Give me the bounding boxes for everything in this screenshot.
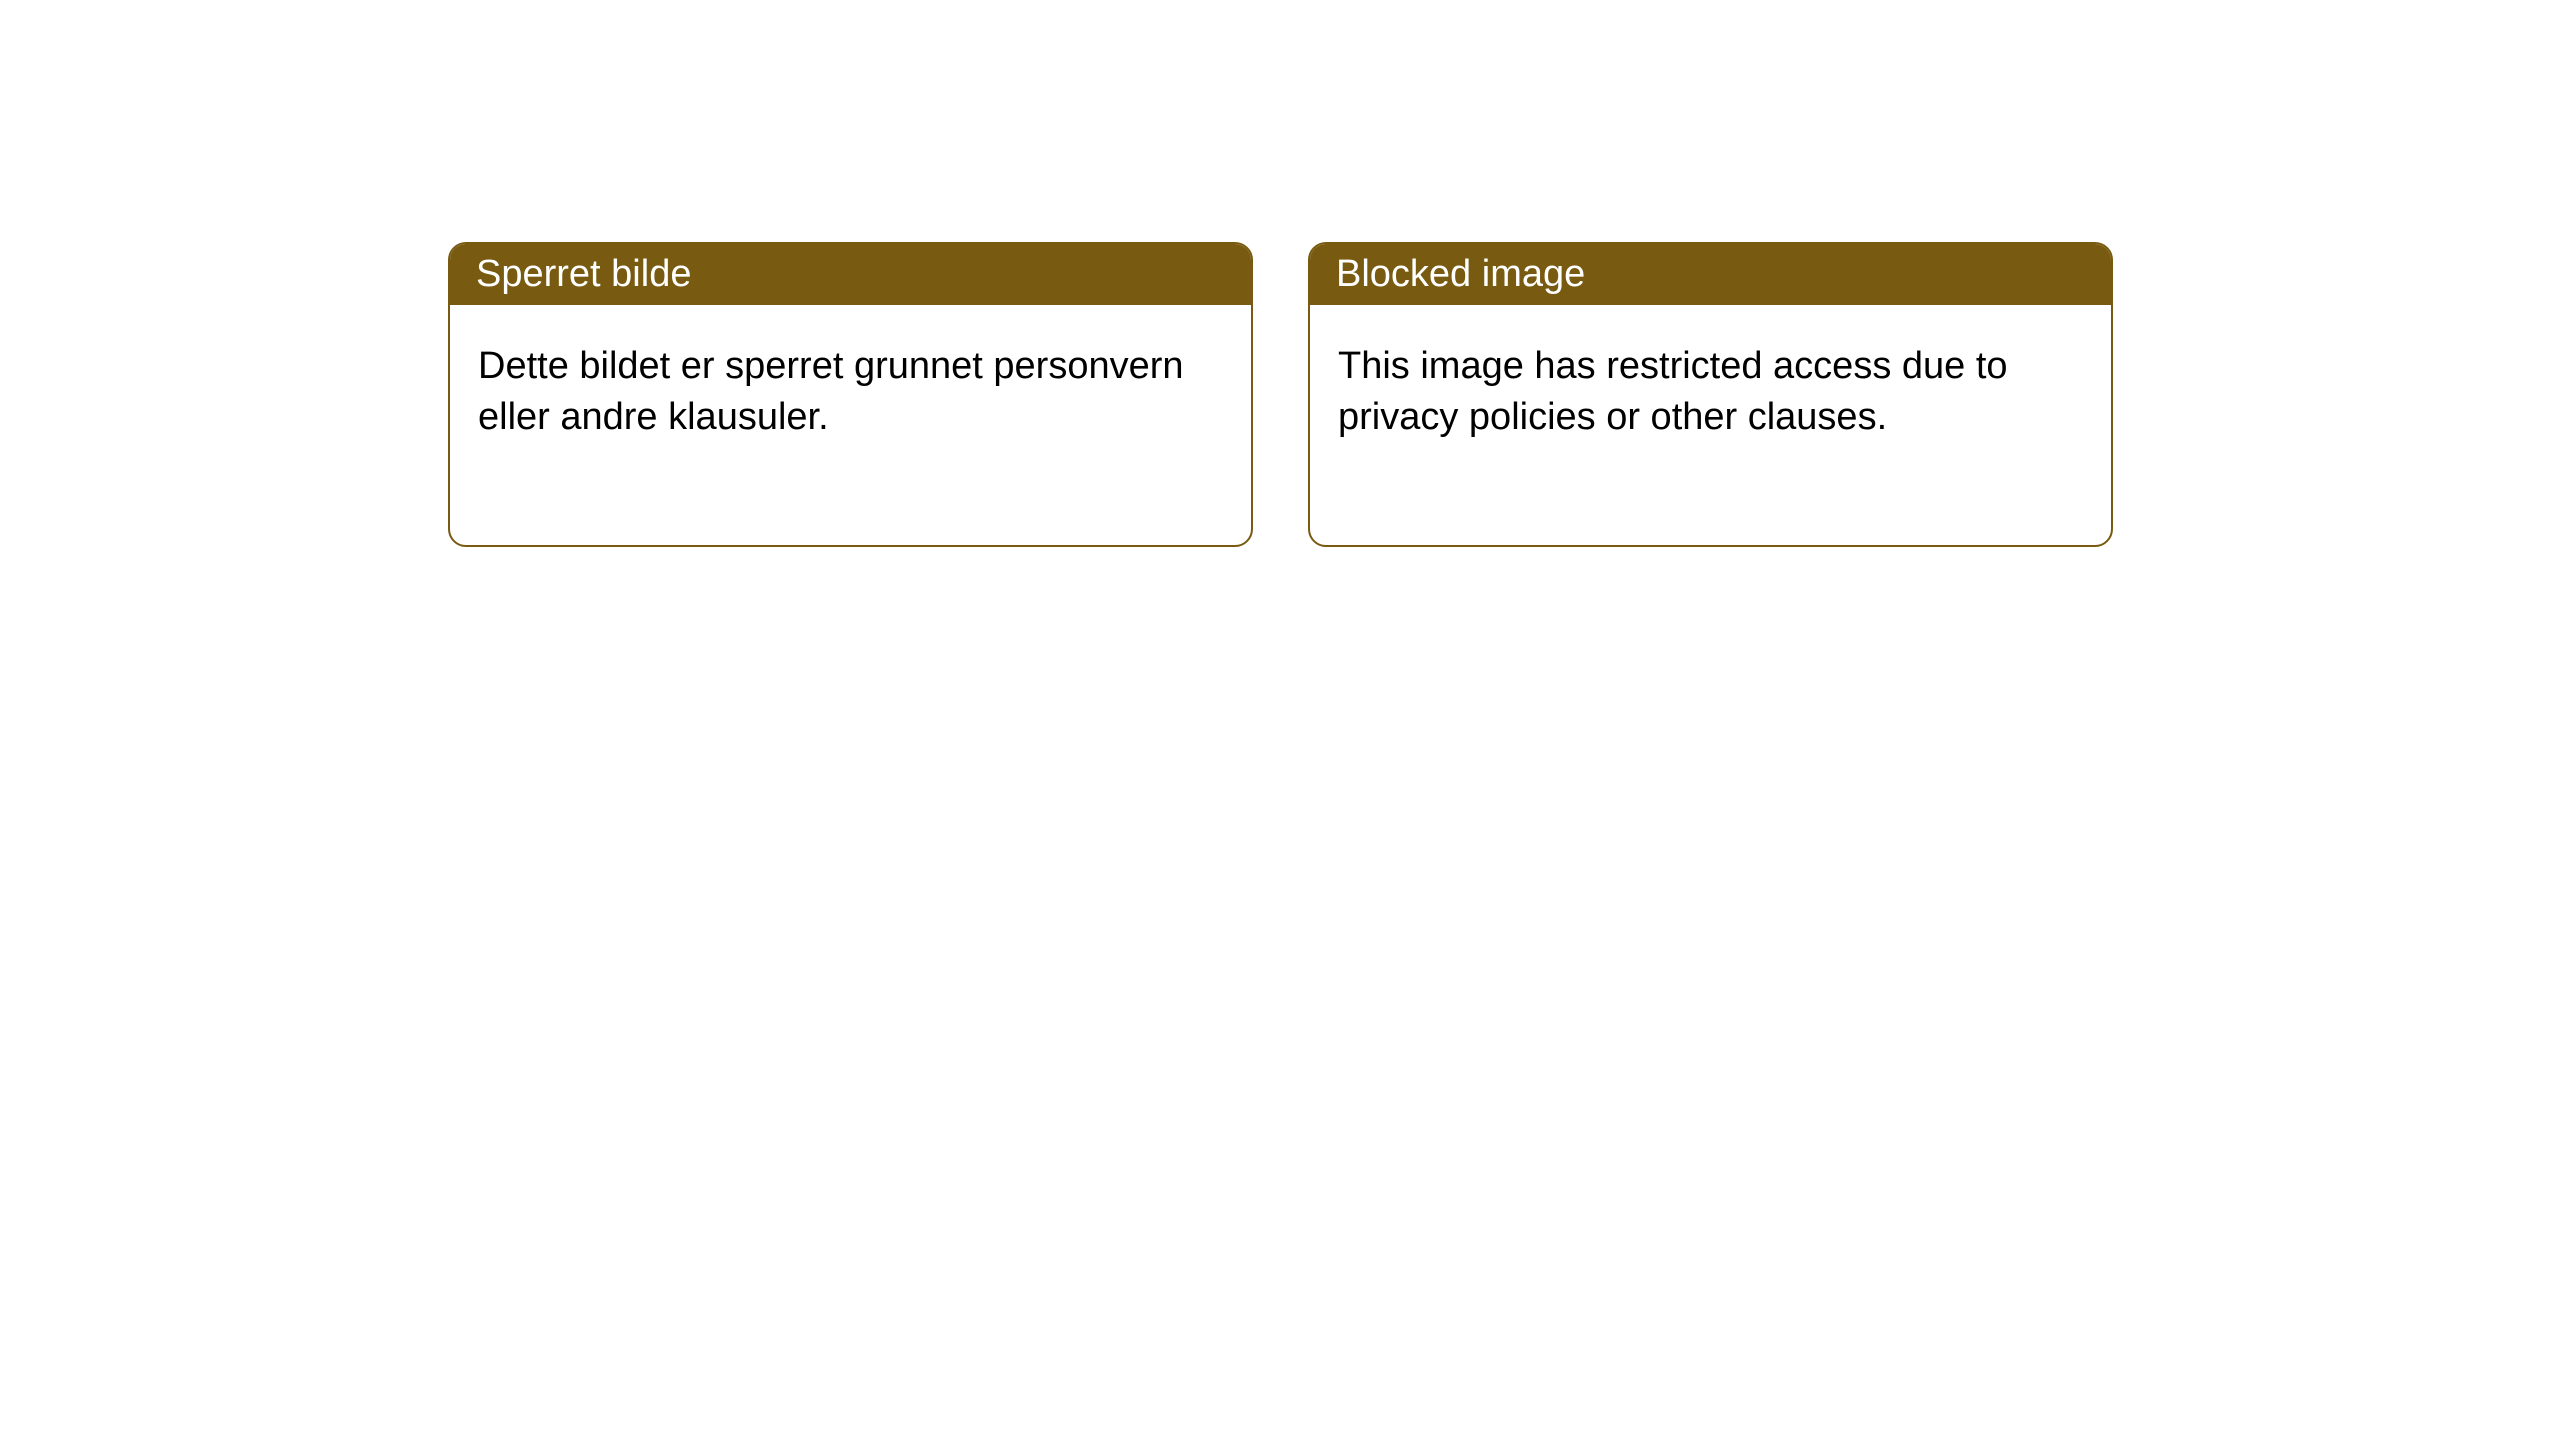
notice-container: Sperret bilde Dette bildet er sperret gr… (0, 0, 2560, 547)
card-header-norwegian: Sperret bilde (450, 244, 1251, 305)
card-body-norwegian: Dette bildet er sperret grunnet personve… (450, 305, 1251, 545)
card-body-english: This image has restricted access due to … (1310, 305, 2111, 545)
notice-card-norwegian: Sperret bilde Dette bildet er sperret gr… (448, 242, 1253, 547)
notice-card-english: Blocked image This image has restricted … (1308, 242, 2113, 547)
card-title: Blocked image (1336, 253, 1585, 295)
card-header-english: Blocked image (1310, 244, 2111, 305)
card-message: Dette bildet er sperret grunnet personve… (478, 345, 1184, 438)
card-title: Sperret bilde (476, 253, 691, 295)
card-message: This image has restricted access due to … (1338, 345, 2008, 438)
